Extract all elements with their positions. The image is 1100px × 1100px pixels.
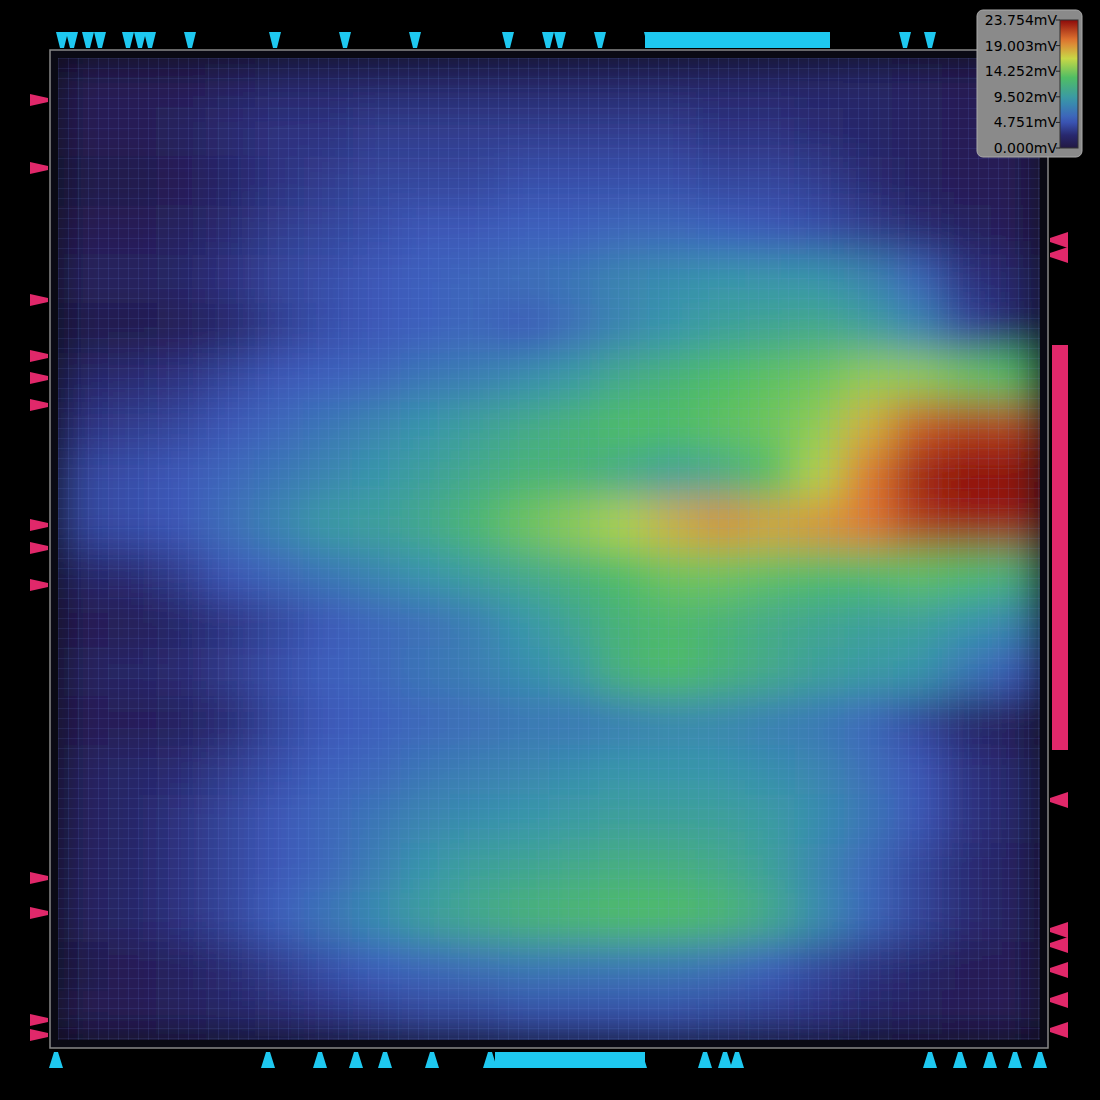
- pin: [554, 32, 566, 48]
- pin-bus: [645, 32, 830, 48]
- pin: [30, 1029, 48, 1041]
- pin: [82, 32, 94, 48]
- pin: [30, 162, 48, 174]
- color-tick-label: 4.751mV: [994, 114, 1058, 130]
- color-tick-label: 19.003mV: [985, 38, 1058, 54]
- pin: [953, 1052, 967, 1068]
- pin: [502, 32, 514, 48]
- pin: [261, 1052, 275, 1068]
- pin: [1050, 937, 1068, 953]
- pin: [144, 32, 156, 48]
- color-tick-label: 14.252mV: [985, 63, 1058, 79]
- pin: [718, 1052, 732, 1068]
- pin: [30, 1014, 48, 1026]
- pin: [30, 519, 48, 531]
- pin: [378, 1052, 392, 1068]
- pin: [1050, 922, 1068, 938]
- pin: [30, 294, 48, 306]
- pin: [30, 94, 48, 106]
- pin: [134, 32, 146, 48]
- pin: [66, 32, 78, 48]
- pin: [899, 32, 911, 48]
- pins: [30, 32, 1068, 1068]
- pin: [49, 1052, 63, 1068]
- heatmap-cells: [58, 58, 1040, 1040]
- pin: [1008, 1052, 1022, 1068]
- color-bar: 23.754mV 19.003mV 14.252mV 9.502mV 4.751mV 0.…: [977, 10, 1082, 157]
- pin: [483, 1052, 497, 1068]
- color-tick-label: 23.754mV: [985, 12, 1058, 28]
- power-grid: [58, 58, 1040, 1040]
- pin: [923, 1052, 937, 1068]
- pin: [1050, 1022, 1068, 1038]
- pin: [122, 32, 134, 48]
- pin: [30, 399, 48, 411]
- pin: [349, 1052, 363, 1068]
- color-tick-label: 0.000mV: [994, 140, 1058, 156]
- pin: [269, 32, 281, 48]
- pin: [339, 32, 351, 48]
- pin: [184, 32, 196, 48]
- pin: [698, 1052, 712, 1068]
- pin: [409, 32, 421, 48]
- pin: [1050, 232, 1068, 248]
- pin: [1050, 792, 1068, 808]
- pin-bus: [495, 1052, 645, 1068]
- pin: [30, 872, 48, 884]
- pin: [542, 32, 554, 48]
- pin: [730, 1052, 744, 1068]
- pin: [30, 350, 48, 362]
- pin: [594, 32, 606, 48]
- heatmap-area: [58, 58, 1040, 1040]
- color-bar-gradient: [1060, 20, 1078, 148]
- pin: [30, 542, 48, 554]
- pin: [94, 32, 106, 48]
- pin: [983, 1052, 997, 1068]
- background: [0, 0, 1100, 1100]
- pin: [924, 32, 936, 48]
- color-tick-label: 9.502mV: [994, 89, 1058, 105]
- die-frame: [50, 50, 1048, 1048]
- pin: [1050, 962, 1068, 978]
- pin: [1033, 1052, 1047, 1068]
- pin-bus: [1052, 345, 1068, 750]
- pin: [425, 1052, 439, 1068]
- pin: [1050, 247, 1068, 263]
- chart: 23.754mV 19.003mV 14.252mV 9.502mV 4.751mV 0.…: [0, 0, 1100, 1100]
- color-bar-box: [977, 10, 1082, 157]
- pin: [1050, 992, 1068, 1008]
- pin: [30, 372, 48, 384]
- pin: [56, 32, 68, 48]
- pin: [30, 579, 48, 591]
- pin: [30, 907, 48, 919]
- pin: [313, 1052, 327, 1068]
